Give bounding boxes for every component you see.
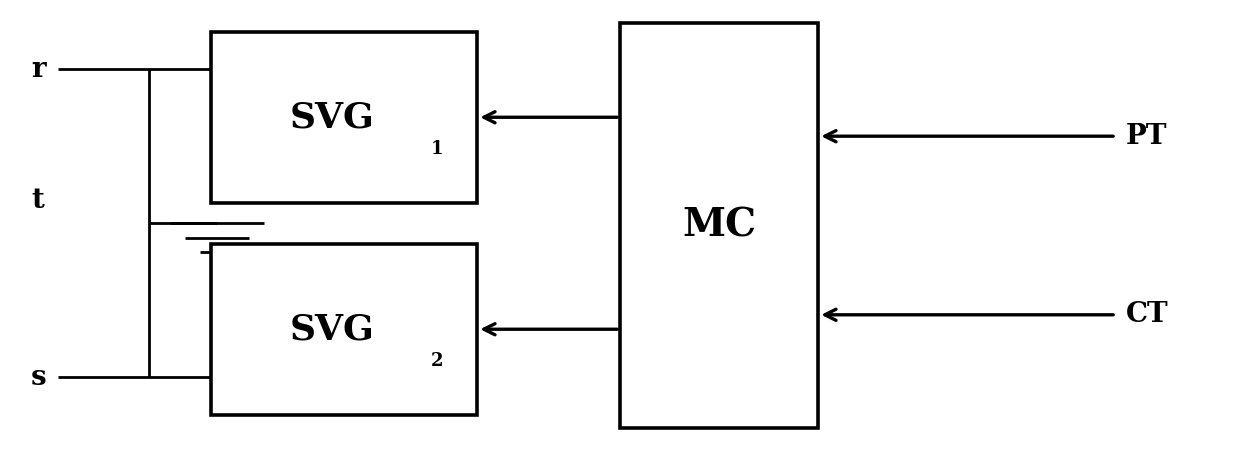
Text: CT: CT (1126, 301, 1168, 328)
FancyBboxPatch shape (211, 32, 477, 203)
Text: PT: PT (1126, 123, 1167, 150)
Text: MC: MC (682, 207, 756, 244)
FancyBboxPatch shape (211, 244, 477, 415)
Text: s: s (31, 364, 47, 391)
Text: SVG: SVG (289, 312, 374, 346)
Text: 2: 2 (430, 352, 444, 370)
Text: 1: 1 (430, 140, 444, 158)
Text: r: r (31, 56, 46, 83)
Text: SVG: SVG (289, 100, 374, 134)
Text: t: t (31, 187, 43, 214)
FancyBboxPatch shape (620, 23, 818, 428)
